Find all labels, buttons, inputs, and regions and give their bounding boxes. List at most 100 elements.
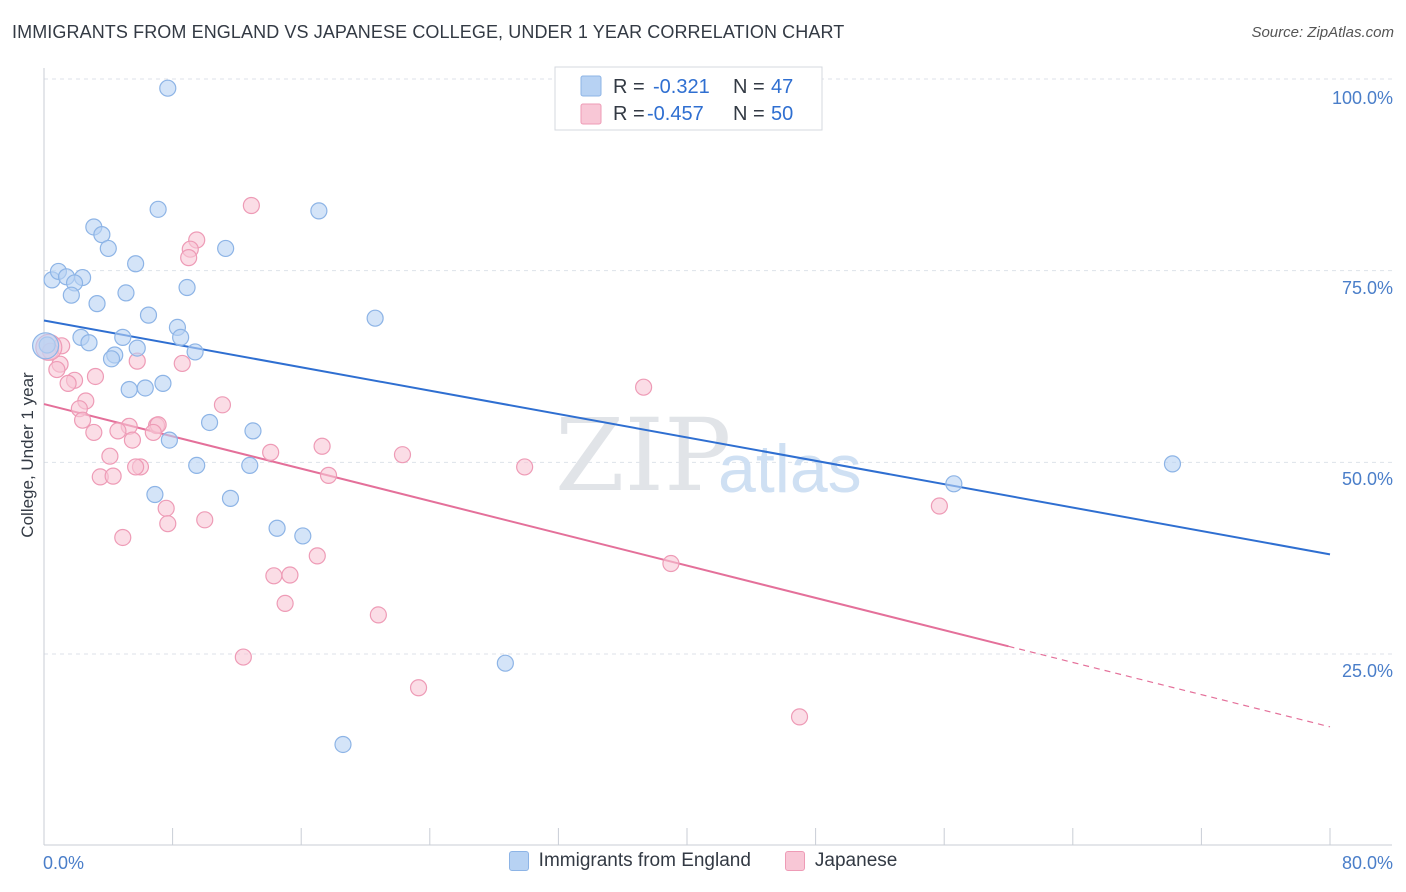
legend-r-value: -0.321 xyxy=(653,76,710,98)
japanese-point[interactable] xyxy=(101,447,119,465)
japanese-point[interactable] xyxy=(173,354,191,373)
japanese-point[interactable] xyxy=(242,196,260,215)
england-point[interactable] xyxy=(120,380,138,399)
england-point[interactable] xyxy=(945,475,963,493)
england-point[interactable] xyxy=(188,456,206,474)
england-point[interactable] xyxy=(160,431,178,449)
trend-lines xyxy=(43,319,1331,728)
england-point[interactable] xyxy=(99,239,117,258)
japanese-point[interactable] xyxy=(59,374,77,392)
legend-swatch-england xyxy=(508,851,529,871)
japanese-point[interactable] xyxy=(73,411,92,429)
england-point[interactable] xyxy=(186,343,204,361)
england-point[interactable] xyxy=(294,527,312,545)
england-point[interactable] xyxy=(62,286,80,304)
legend-n-label: N = xyxy=(733,103,765,125)
legend-item-england[interactable]: Immigrants from England xyxy=(508,850,751,872)
legend-swatch-japanese xyxy=(784,851,805,871)
england-point[interactable] xyxy=(172,328,190,346)
japanese-point[interactable] xyxy=(104,467,122,485)
england-point[interactable] xyxy=(334,735,352,754)
england-point[interactable] xyxy=(146,485,164,504)
england-point[interactable] xyxy=(268,519,286,537)
japanese-point[interactable] xyxy=(930,497,948,515)
japanese-point[interactable] xyxy=(319,466,338,484)
watermark-atlas: atlas xyxy=(718,431,862,507)
watermark-zip: ZIP xyxy=(555,397,731,514)
england-points xyxy=(32,76,1182,754)
england-point[interactable] xyxy=(154,374,172,392)
japanese-point[interactable] xyxy=(127,458,145,476)
england-point[interactable] xyxy=(217,239,235,258)
stats-legend: R = -0.321 N = 47 R = -0.457 N = 50 xyxy=(554,66,823,131)
legend-swatch-pink xyxy=(580,103,602,125)
legend-label-england: Immigrants from England xyxy=(538,850,751,871)
japanese-point[interactable] xyxy=(114,528,132,547)
japanese-point[interactable] xyxy=(180,249,198,267)
japanese-point[interactable] xyxy=(234,648,252,666)
england-point[interactable] xyxy=(149,200,167,218)
japanese-point[interactable] xyxy=(313,437,331,455)
england-point[interactable] xyxy=(244,422,262,440)
y-tick-label: 50.0% xyxy=(1342,469,1393,489)
japanese-point[interactable] xyxy=(409,679,428,697)
japanese-points xyxy=(35,196,948,726)
england-point[interactable] xyxy=(200,413,219,432)
japanese-point[interactable] xyxy=(634,378,653,396)
japanese-point[interactable] xyxy=(86,367,105,386)
legend-n-label: N = xyxy=(733,76,765,98)
japanese-point[interactable] xyxy=(109,422,127,440)
england-point[interactable] xyxy=(310,202,328,220)
england-point[interactable] xyxy=(32,332,60,360)
watermark: ZIP atlas xyxy=(555,397,862,514)
japanese-point[interactable] xyxy=(790,708,809,726)
japanese-point[interactable] xyxy=(369,606,387,624)
grid-lines xyxy=(44,78,1392,655)
england-point[interactable] xyxy=(178,278,196,297)
japanese-point[interactable] xyxy=(662,554,680,573)
england-point[interactable] xyxy=(241,456,259,474)
japanese-point[interactable] xyxy=(196,511,214,529)
england-point[interactable] xyxy=(114,328,132,346)
japanese-point[interactable] xyxy=(213,396,232,414)
england-point[interactable] xyxy=(93,226,111,244)
england-point[interactable] xyxy=(127,255,145,273)
england-point[interactable] xyxy=(128,339,146,357)
legend-item-japanese[interactable]: Japanese xyxy=(784,850,897,872)
japanese-trend-line xyxy=(43,403,1009,648)
england-point[interactable] xyxy=(102,350,121,368)
axes xyxy=(43,68,1392,846)
x-tick-label: 0.0% xyxy=(43,853,84,873)
england-point[interactable] xyxy=(159,79,177,97)
england-point[interactable] xyxy=(139,306,158,324)
england-point[interactable] xyxy=(366,309,384,327)
legend-r-label: R = xyxy=(613,76,645,98)
japanese-point[interactable] xyxy=(159,515,177,533)
japanese-point[interactable] xyxy=(281,566,299,584)
england-point[interactable] xyxy=(221,489,240,507)
chart-title: IMMIGRANTS FROM ENGLAND VS JAPANESE COLL… xyxy=(12,22,845,42)
legend-r-label: R = xyxy=(613,103,645,125)
japanese-point[interactable] xyxy=(276,594,294,613)
japanese-point[interactable] xyxy=(157,499,175,517)
y-tick-label: 100.0% xyxy=(1332,88,1393,108)
japanese-point[interactable] xyxy=(123,431,142,449)
japanese-trend-extension xyxy=(1008,645,1331,728)
england-point[interactable] xyxy=(1163,455,1182,473)
x-tick-label: 80.0% xyxy=(1342,853,1393,873)
england-point[interactable] xyxy=(88,295,106,313)
japanese-point[interactable] xyxy=(262,443,280,461)
england-point[interactable] xyxy=(496,654,514,672)
y-tick-label: 75.0% xyxy=(1342,278,1393,298)
england-point[interactable] xyxy=(117,284,135,302)
japanese-point[interactable] xyxy=(308,547,326,565)
japanese-point[interactable] xyxy=(144,423,162,442)
england-point[interactable] xyxy=(80,334,98,352)
japanese-point[interactable] xyxy=(265,567,283,585)
japanese-point[interactable] xyxy=(393,446,412,464)
japanese-point[interactable] xyxy=(516,458,534,476)
japanese-point[interactable] xyxy=(85,423,103,442)
japanese-point[interactable] xyxy=(48,360,66,379)
y-axis-label: College, Under 1 year xyxy=(18,372,37,538)
england-point[interactable] xyxy=(136,379,154,397)
